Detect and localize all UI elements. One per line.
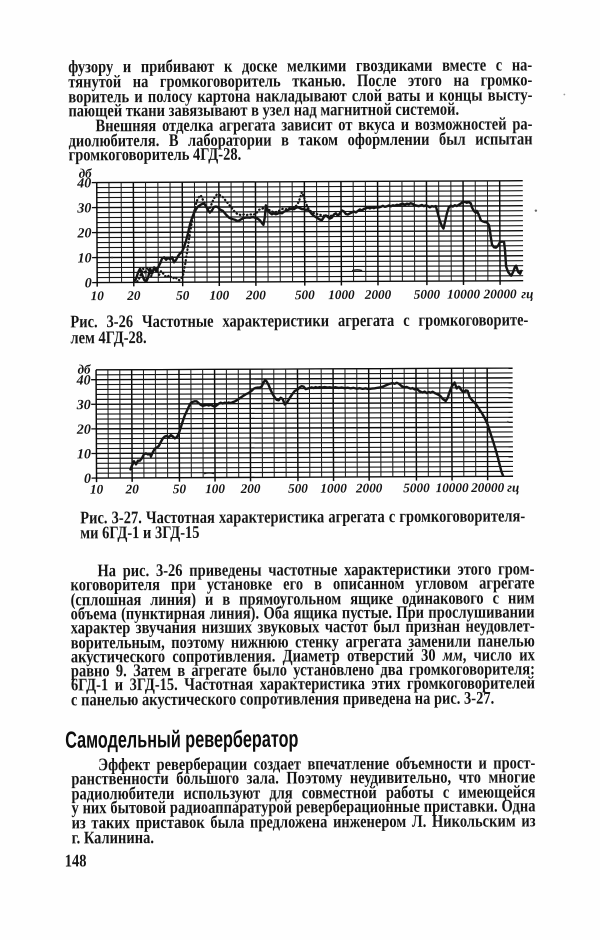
svg-text:100: 100 — [205, 481, 225, 496]
svg-text:20000: 20000 — [470, 480, 504, 495]
svg-text:40: 40 — [76, 374, 91, 389]
svg-text:гц: гц — [507, 480, 519, 495]
svg-text:30: 30 — [76, 398, 91, 413]
svg-text:20: 20 — [126, 288, 141, 303]
svg-text:50: 50 — [176, 288, 190, 303]
svg-text:200: 200 — [240, 481, 261, 496]
svg-text:20: 20 — [76, 226, 91, 241]
svg-text:1000: 1000 — [328, 287, 355, 302]
svg-text:10000: 10000 — [436, 480, 469, 495]
svg-text:10: 10 — [91, 288, 105, 303]
svg-text:0: 0 — [84, 472, 91, 487]
svg-text:30: 30 — [76, 201, 91, 216]
svg-text:5000: 5000 — [414, 287, 441, 302]
svg-text:5000: 5000 — [403, 480, 430, 495]
svg-text:200: 200 — [245, 287, 266, 302]
svg-text:дб: дб — [78, 362, 92, 377]
svg-text:20: 20 — [76, 423, 91, 438]
svg-text:гц: гц — [521, 286, 533, 301]
svg-text:10: 10 — [77, 447, 91, 462]
svg-text:0: 0 — [85, 276, 92, 291]
svg-text:20000: 20000 — [483, 286, 517, 301]
svg-text:20: 20 — [125, 481, 140, 496]
svg-text:дб: дб — [79, 166, 93, 181]
svg-text:2000: 2000 — [364, 287, 392, 302]
svg-text:50: 50 — [173, 481, 187, 496]
svg-text:500: 500 — [288, 481, 308, 496]
svg-text:500: 500 — [295, 287, 315, 302]
svg-text:1000: 1000 — [320, 480, 347, 495]
svg-text:2000: 2000 — [355, 480, 383, 495]
svg-text:10: 10 — [90, 482, 104, 497]
svg-text:100: 100 — [209, 287, 229, 302]
svg-text:40: 40 — [76, 176, 91, 191]
svg-text:10000: 10000 — [447, 286, 480, 301]
svg-text:10: 10 — [78, 251, 92, 266]
